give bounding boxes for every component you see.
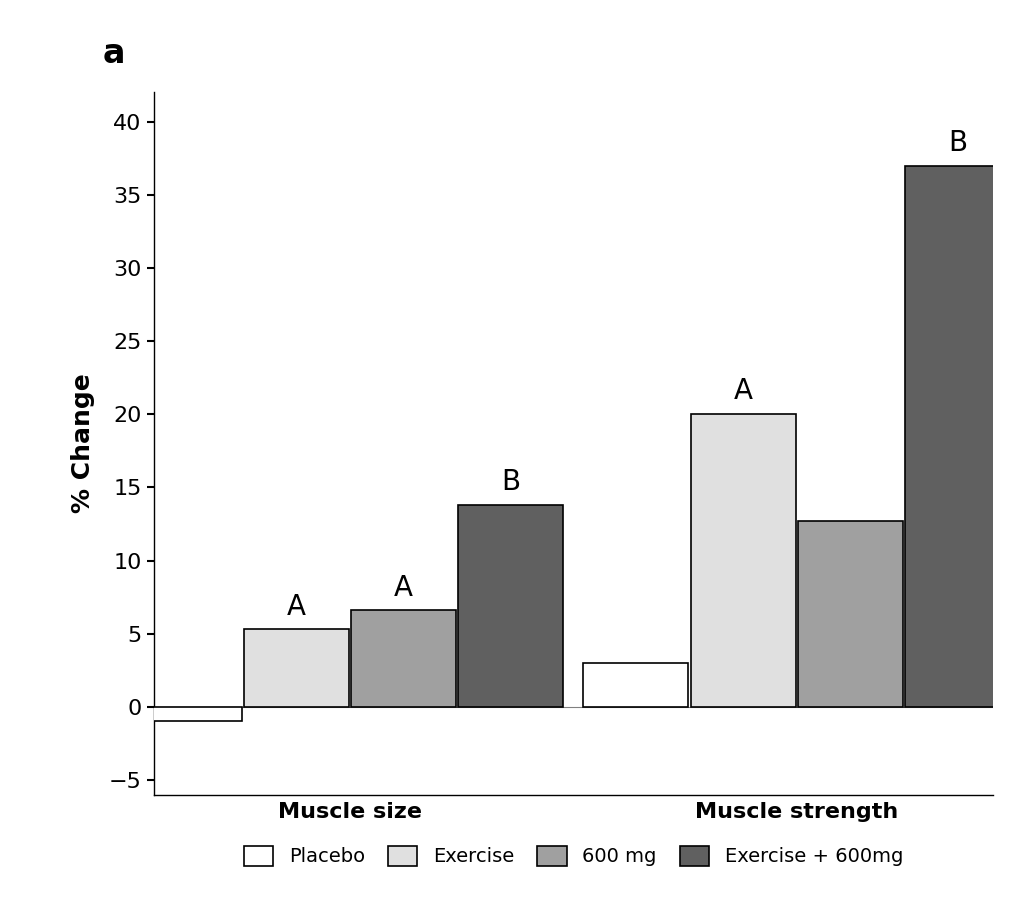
Bar [905, 165, 1010, 707]
Bar [459, 505, 563, 707]
Legend: Placebo, Exercise, 600 mg, Exercise + 600mg: Placebo, Exercise, 600 mg, Exercise + 60… [234, 836, 912, 876]
Bar [137, 707, 242, 722]
Bar [244, 629, 349, 707]
Bar [351, 611, 457, 707]
Text: A: A [733, 378, 753, 406]
Text: B: B [948, 128, 967, 157]
Text: B: B [502, 468, 520, 496]
Y-axis label: % Change: % Change [71, 373, 95, 514]
Text: A: A [394, 574, 414, 602]
Text: Muscle strength: Muscle strength [695, 802, 898, 822]
Bar [798, 521, 903, 707]
Bar [584, 663, 688, 707]
Text: A: A [287, 592, 306, 621]
Text: Muscle size: Muscle size [279, 802, 422, 822]
Text: a: a [102, 37, 125, 70]
Bar [690, 414, 796, 707]
